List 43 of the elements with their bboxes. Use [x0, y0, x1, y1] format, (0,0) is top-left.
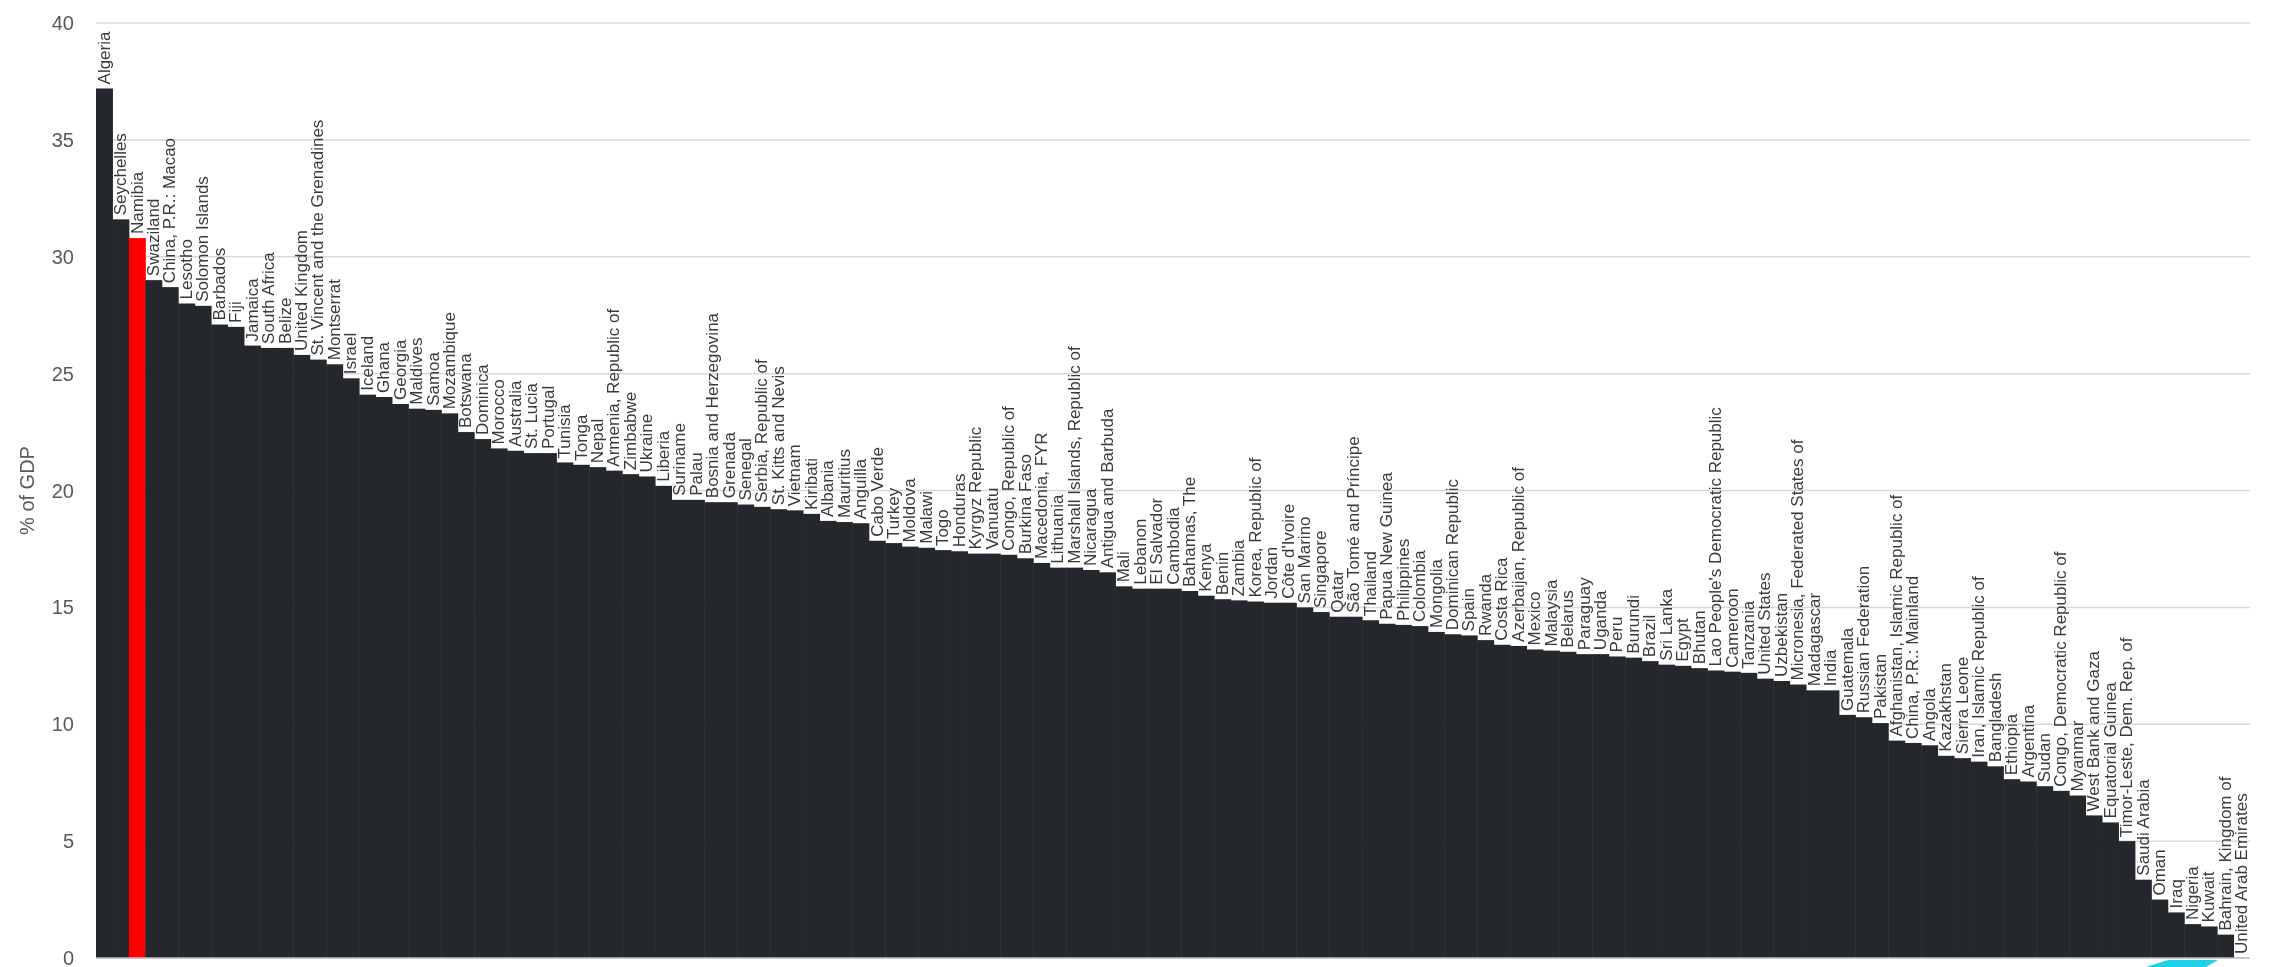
x-tick-label: Kenya [1196, 542, 1216, 592]
y-tick-label: 25 [51, 362, 74, 385]
x-tick-label: Congo, Democratic Republic of [2051, 551, 2071, 787]
x-tick-label: Egypt [1673, 618, 1693, 662]
y-axis-title: % of GDP [16, 446, 38, 535]
x-tick-label: Mongolia [1426, 558, 1446, 628]
x-tick-label: Montserrat [324, 278, 344, 361]
x-tick-label: Papua New Guinea [1377, 471, 1397, 620]
x-tick-label: Macedonia, FYR [1031, 432, 1051, 559]
x-tick-label: Seychelles [111, 133, 131, 216]
y-tick-label: 20 [51, 479, 74, 502]
y-tick-label: 30 [51, 245, 74, 268]
x-tick-label: Nicaragua [1081, 487, 1101, 566]
x-tick-label: Spain [1459, 587, 1479, 632]
x-tick-label: Malawi [916, 490, 936, 544]
x-tick-label: Equatorial Guinea [2100, 681, 2120, 819]
x-tick-label: Zimbabwe [620, 391, 640, 471]
y-tick-label: 10 [51, 713, 74, 736]
x-tick-label: Kyrgyz Republic [966, 426, 986, 550]
x-tick-label: Samoa [423, 351, 443, 406]
x-tick-label: Anguilla [851, 458, 871, 520]
x-tick-label: Sierra Leone [1952, 656, 1972, 755]
x-tick-label: Tanzania [1739, 600, 1758, 669]
x-tick-label: Tonga [571, 413, 591, 461]
y-tick-label: 40 [51, 12, 74, 34]
bar [128, 238, 146, 958]
x-tick-label: Burundi [1623, 595, 1643, 654]
x-tick-label: Turkey [883, 487, 903, 540]
x-tick-label: Bahrain, Kingdom of [2215, 776, 2235, 931]
y-tick-label: 35 [51, 128, 74, 151]
x-tick-label: Thailand [1360, 551, 1380, 617]
y-tick-label: 15 [51, 596, 74, 619]
y-tick-label: 0 [62, 947, 74, 967]
y-tick-label: 5 [62, 830, 74, 853]
x-tick-label: Fiji [226, 301, 246, 323]
x-tick-label: Saudi Arabia [2133, 778, 2153, 876]
x-tick-label: United Kingdom [292, 229, 312, 351]
x-tick-label: Angola [1919, 687, 1939, 742]
x-tick-label: Paraguay [1574, 576, 1594, 651]
x-tick-label: Algeria [94, 30, 114, 85]
x-tick-label: Lao People's Democratic Republic [1706, 406, 1726, 667]
x-tick-label: Congo, Republic of [999, 405, 1019, 551]
x-tick-label: Togo [933, 509, 953, 547]
